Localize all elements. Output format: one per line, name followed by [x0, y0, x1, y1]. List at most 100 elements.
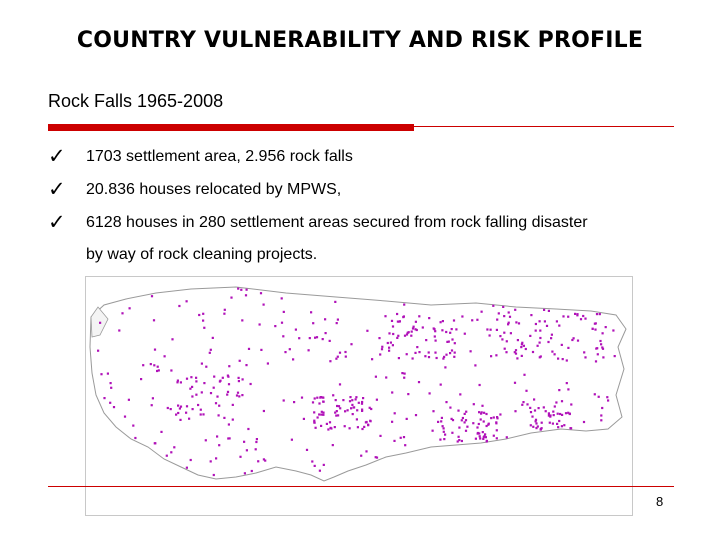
- rockfall-point: [444, 433, 447, 436]
- rockfall-point: [384, 315, 387, 318]
- rockfall-point: [466, 425, 469, 428]
- rockfall-point: [509, 332, 512, 335]
- rockfall-point: [255, 440, 258, 444]
- rockfall-point: [153, 348, 157, 351]
- rockfall-point: [334, 300, 337, 303]
- rockfall-point: [484, 436, 487, 439]
- rockfall-point: [369, 420, 372, 423]
- rockfall-point: [560, 425, 563, 428]
- rockfall-point: [190, 376, 193, 379]
- rockfall-point: [396, 320, 399, 323]
- rockfall-point: [391, 344, 394, 347]
- rockfall-point: [100, 373, 103, 376]
- rockfall-point: [209, 348, 212, 351]
- rockfall-point: [121, 312, 124, 315]
- rockfall-point: [542, 406, 545, 409]
- rockfall-point: [425, 339, 428, 342]
- rockfall-point: [442, 430, 445, 433]
- rockfall-point: [327, 428, 330, 431]
- rockfall-point: [300, 396, 304, 399]
- rockfall-point: [235, 394, 239, 397]
- rockfall-point: [228, 437, 231, 440]
- rockfall-point: [558, 324, 561, 327]
- rockfall-point: [463, 412, 466, 415]
- rockfall-point: [188, 417, 191, 420]
- rockfall-point: [479, 437, 482, 440]
- rockfall-point: [313, 464, 316, 467]
- rockfall-point: [150, 404, 153, 407]
- rockfall-point: [463, 421, 466, 424]
- rockfall-point: [313, 411, 316, 414]
- rockfall-point: [539, 329, 542, 332]
- rockfall-point: [432, 327, 435, 330]
- rockfall-point: [490, 417, 493, 420]
- rockfall-point: [351, 413, 354, 416]
- rockfall-point: [349, 396, 352, 399]
- rockfall-point: [356, 409, 359, 412]
- rockfall-point: [521, 403, 524, 406]
- rockfall-point: [567, 315, 570, 318]
- rockfall-point: [403, 334, 407, 337]
- rockfall-point: [414, 328, 417, 331]
- title-underline-thick: [48, 124, 414, 131]
- rockfall-point: [160, 430, 163, 433]
- rockfall-point: [156, 369, 159, 373]
- rockfall-point: [431, 429, 434, 432]
- rockfall-point: [435, 356, 438, 360]
- rockfall-point: [205, 365, 208, 368]
- rockfall-point: [223, 416, 226, 419]
- rockfall-point: [355, 418, 358, 421]
- rockfall-point: [476, 431, 480, 435]
- rockfall-point: [472, 422, 475, 425]
- rockfall-point: [351, 403, 354, 406]
- rockfall-point: [530, 314, 533, 317]
- rockfall-point: [461, 416, 464, 420]
- rockfall-point: [391, 325, 395, 328]
- rockfall-point: [516, 357, 519, 360]
- rockfall-point: [596, 353, 599, 356]
- rockfall-point: [324, 332, 327, 335]
- rockfall-point: [402, 436, 406, 439]
- rockfall-point: [200, 391, 203, 394]
- rockfall-point: [553, 405, 556, 408]
- rockfall-point: [178, 407, 181, 410]
- rockfall-point: [539, 336, 542, 340]
- rockfall-point: [449, 331, 452, 334]
- rockfall-point: [199, 408, 202, 411]
- rockfall-point: [191, 408, 194, 411]
- rockfall-point: [390, 319, 394, 322]
- rockfall-point: [534, 322, 537, 326]
- rockfall-point: [441, 425, 444, 428]
- rockfall-point: [612, 329, 615, 332]
- rockfall-point: [195, 393, 198, 396]
- rockfall-point: [178, 304, 181, 308]
- rockfall-point: [322, 396, 325, 399]
- rockfall-point: [547, 414, 550, 417]
- rockfall-point: [399, 436, 402, 439]
- rockfall-point: [410, 330, 413, 333]
- rockfall-point: [561, 358, 564, 361]
- rockfall-point: [464, 419, 468, 422]
- rockfall-point: [103, 397, 106, 400]
- rockfall-point: [191, 395, 194, 398]
- rockfall-points: [97, 287, 616, 477]
- rockfall-point: [591, 327, 594, 330]
- rockfall-point: [175, 413, 178, 416]
- rockfall-point: [209, 392, 213, 395]
- rockfall-point: [298, 337, 301, 340]
- rockfall-point: [534, 418, 538, 421]
- rockfall-point: [540, 427, 543, 430]
- rockfall-point: [576, 314, 579, 317]
- rockfall-point: [350, 407, 353, 410]
- rockfall-point: [449, 352, 452, 355]
- rockfall-point: [535, 427, 538, 430]
- rockfall-point: [441, 320, 444, 323]
- rockfall-point: [550, 337, 553, 340]
- rockfall-point: [602, 356, 605, 359]
- rockfall-point: [443, 355, 446, 358]
- rockfall-point: [489, 328, 492, 331]
- rockfall-point: [565, 359, 568, 362]
- rockfall-point: [173, 446, 176, 449]
- rockfall-point: [238, 395, 241, 398]
- rockfall-point: [529, 424, 532, 427]
